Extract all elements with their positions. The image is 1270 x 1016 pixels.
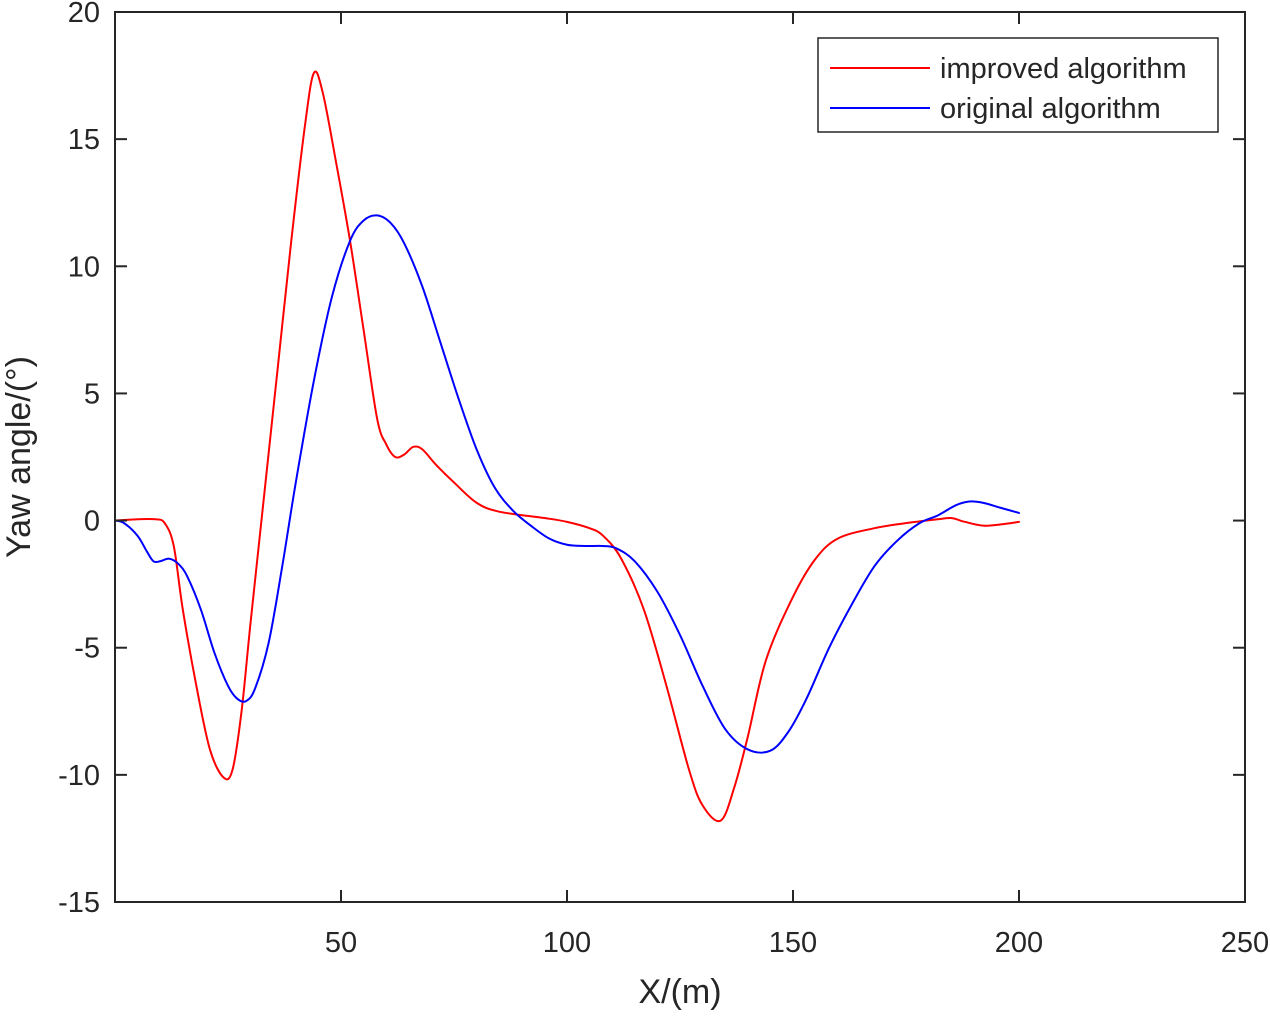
x-axis-ticks: 50 100 150 200 250 bbox=[325, 12, 1269, 959]
series-group bbox=[114, 70, 1020, 823]
x-tick-label: 50 bbox=[325, 927, 357, 959]
y-tick-label: -5 bbox=[74, 633, 100, 665]
y-tick-label: -15 bbox=[58, 887, 100, 919]
plot-area: 50 100 150 200 250 -15 -10 -5 0 5 10 15 20 bbox=[58, 0, 1269, 959]
axes-box bbox=[114, 11, 1246, 903]
x-tick-label: 200 bbox=[995, 927, 1043, 959]
y-tick-label: 15 bbox=[68, 124, 100, 156]
y-tick-label: 20 bbox=[68, 0, 100, 29]
y-axis-ticks: -15 -10 -5 0 5 10 15 20 bbox=[58, 0, 1245, 919]
y-tick-label: 0 bbox=[84, 506, 100, 538]
legend-entries: improved algorithm original algorithm bbox=[830, 53, 1187, 125]
y-tick-label: -10 bbox=[58, 760, 100, 792]
legend-label-original-algorithm: original algorithm bbox=[940, 93, 1161, 125]
y-tick-label: 5 bbox=[84, 378, 100, 410]
x-axis-label: X/(m) bbox=[638, 973, 721, 1011]
x-tick-label: 150 bbox=[769, 927, 817, 959]
series-line-improved-algorithm bbox=[114, 70, 1020, 823]
x-tick-label: 250 bbox=[1221, 927, 1269, 959]
y-axis-label: Yaw angle/(°) bbox=[0, 356, 38, 558]
legend: improved algorithm original algorithm bbox=[817, 37, 1219, 133]
series-line-original-algorithm bbox=[114, 214, 1020, 754]
y-tick-label: 10 bbox=[68, 251, 100, 283]
legend-label-improved-algorithm: improved algorithm bbox=[940, 53, 1187, 85]
legend-box bbox=[817, 37, 1219, 133]
x-tick-label: 100 bbox=[543, 927, 591, 959]
